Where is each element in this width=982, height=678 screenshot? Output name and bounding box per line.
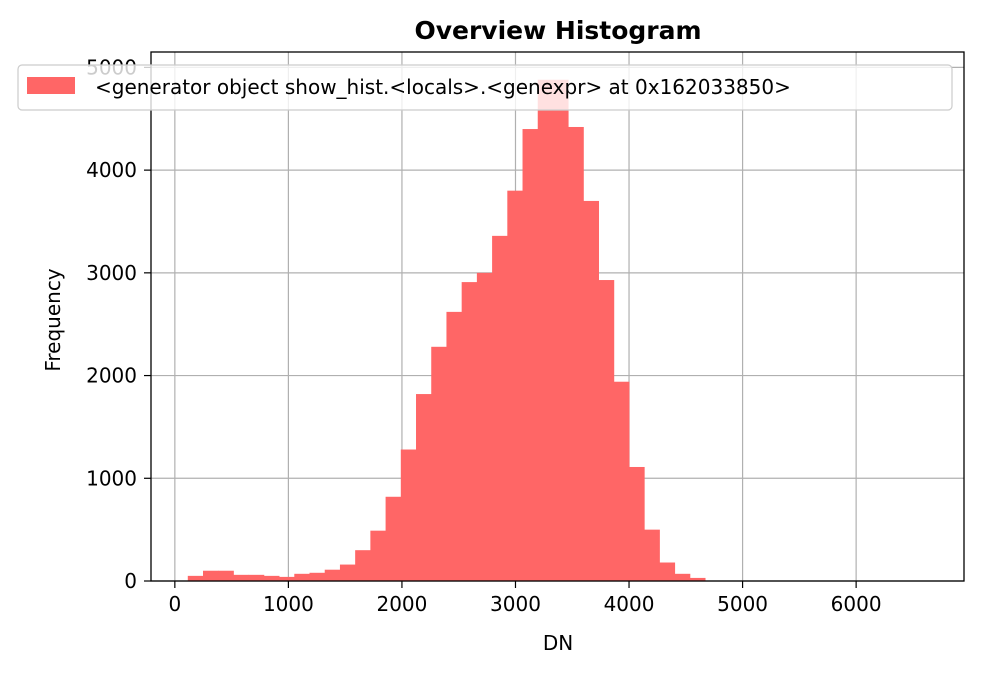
plot-frame	[150, 51, 965, 582]
histogram-bar	[400, 449, 417, 581]
y-tick-label: 2000	[86, 364, 137, 388]
histogram-bar	[446, 311, 463, 581]
x-tick-label: 5000	[717, 592, 768, 616]
histogram-bar	[476, 272, 493, 581]
histogram-bar	[552, 79, 569, 581]
histogram-bar	[263, 575, 280, 581]
histogram-bar	[233, 574, 250, 581]
histogram-bar	[659, 562, 676, 581]
y-axis-label: Frequency	[41, 268, 65, 371]
histogram-bar	[203, 570, 219, 581]
histogram-bar	[537, 79, 554, 581]
histogram-bar	[492, 235, 508, 581]
histogram-bar	[294, 573, 310, 581]
legend-swatch	[27, 77, 75, 94]
histogram-bar	[324, 569, 341, 581]
histogram-bar	[248, 574, 265, 581]
axis-ticks: 0 1000 2000 3000 4000 5000 6000 0 1000 2000 3000 40…	[86, 55, 881, 616]
histogram-bar	[644, 529, 660, 581]
histogram-bar	[461, 282, 478, 581]
x-tick-label: 3000	[490, 592, 541, 616]
histogram-bar	[355, 550, 371, 581]
histogram-bar	[598, 280, 615, 581]
histogram-bar	[187, 575, 204, 581]
histogram-bar	[309, 572, 326, 581]
histogram-bar	[629, 466, 645, 581]
histogram-bar	[522, 129, 539, 582]
histogram-bar	[416, 394, 432, 581]
y-tick-label: 1000	[86, 466, 137, 490]
y-tick-label: 4000	[86, 158, 137, 182]
chart-title: Overview Histogram	[414, 16, 701, 45]
histogram-bar	[279, 576, 295, 581]
legend-box	[17, 64, 953, 111]
histogram-bar	[568, 126, 584, 581]
x-tick-label: 0	[168, 592, 181, 616]
x-tick-label: 2000	[376, 592, 427, 616]
histogram-bar	[339, 564, 356, 581]
y-tick-label: 0	[124, 569, 137, 593]
histogram-bar	[689, 577, 706, 581]
histogram-bar	[507, 190, 523, 581]
histogram-bar	[674, 573, 691, 581]
histogram-bar	[385, 496, 402, 581]
histogram-bar	[431, 346, 447, 581]
legend-entry-label: <generator object show_hist.<locals>.<ge…	[95, 75, 791, 99]
histogram-bar	[370, 530, 386, 581]
histogram-bar	[613, 381, 630, 581]
legend: <generator object show_hist.<locals>.<ge…	[17, 64, 953, 111]
x-tick-label: 1000	[263, 592, 314, 616]
y-tick-label: 3000	[86, 261, 137, 285]
x-axis-label: DN	[543, 631, 573, 655]
histogram-bars	[187, 79, 706, 582]
x-tick-label: 6000	[831, 592, 882, 616]
histogram-bar	[583, 200, 600, 581]
histogram-bar	[218, 570, 234, 581]
x-tick-label: 4000	[604, 592, 655, 616]
